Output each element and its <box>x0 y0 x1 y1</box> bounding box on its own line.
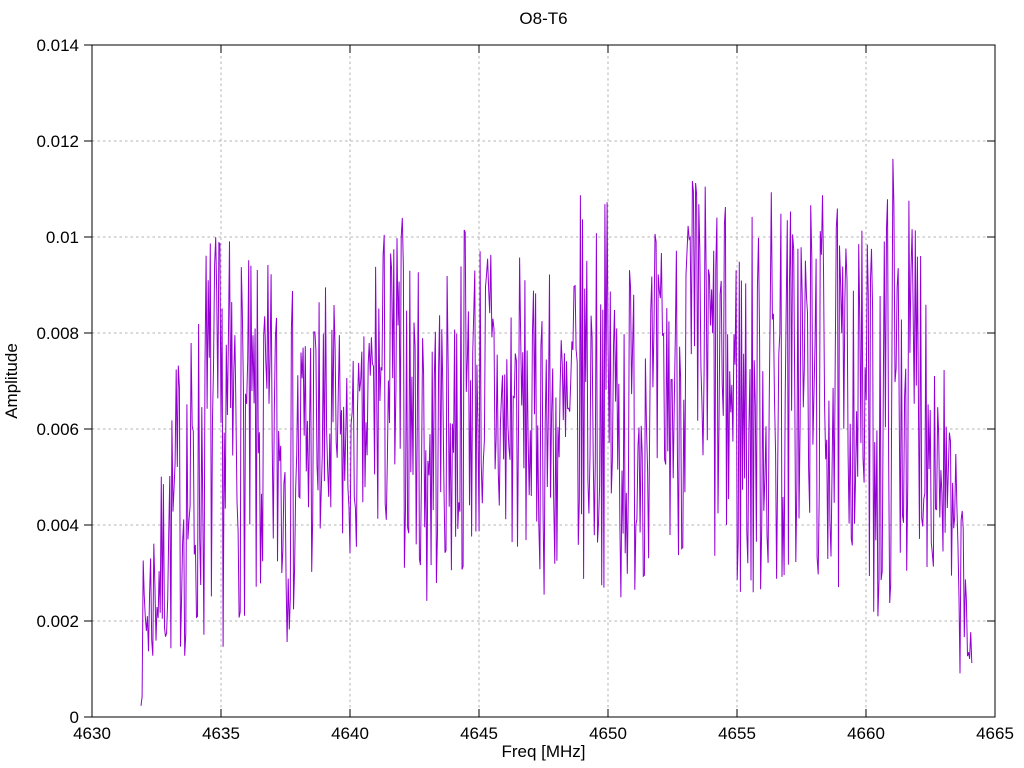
y-tick-label: 0.004 <box>36 516 79 535</box>
x-tick-label: 4630 <box>73 724 111 743</box>
x-axis-label: Freq [MHz] <box>501 742 585 761</box>
x-tick-label: 4660 <box>847 724 885 743</box>
y-tick-label: 0.002 <box>36 612 79 631</box>
y-tick-label: 0.014 <box>36 36 79 55</box>
y-tick-label: 0.006 <box>36 420 79 439</box>
x-tick-label: 4655 <box>718 724 756 743</box>
chart-title: O8-T6 <box>519 9 567 28</box>
y-tick-label: 0 <box>70 708 79 727</box>
data-series-line <box>140 158 973 706</box>
y-tick-label: 0.01 <box>46 228 79 247</box>
y-tick-label: 0.008 <box>36 324 79 343</box>
x-tick-label: 4665 <box>976 724 1014 743</box>
y-axis-label: Amplitude <box>2 343 21 419</box>
x-tick-label: 4640 <box>331 724 369 743</box>
y-tick-label: 0.012 <box>36 132 79 151</box>
x-tick-label: 4645 <box>460 724 498 743</box>
x-tick-label: 4635 <box>202 724 240 743</box>
plot-border <box>91 44 996 718</box>
x-tick-label: 4650 <box>589 724 627 743</box>
